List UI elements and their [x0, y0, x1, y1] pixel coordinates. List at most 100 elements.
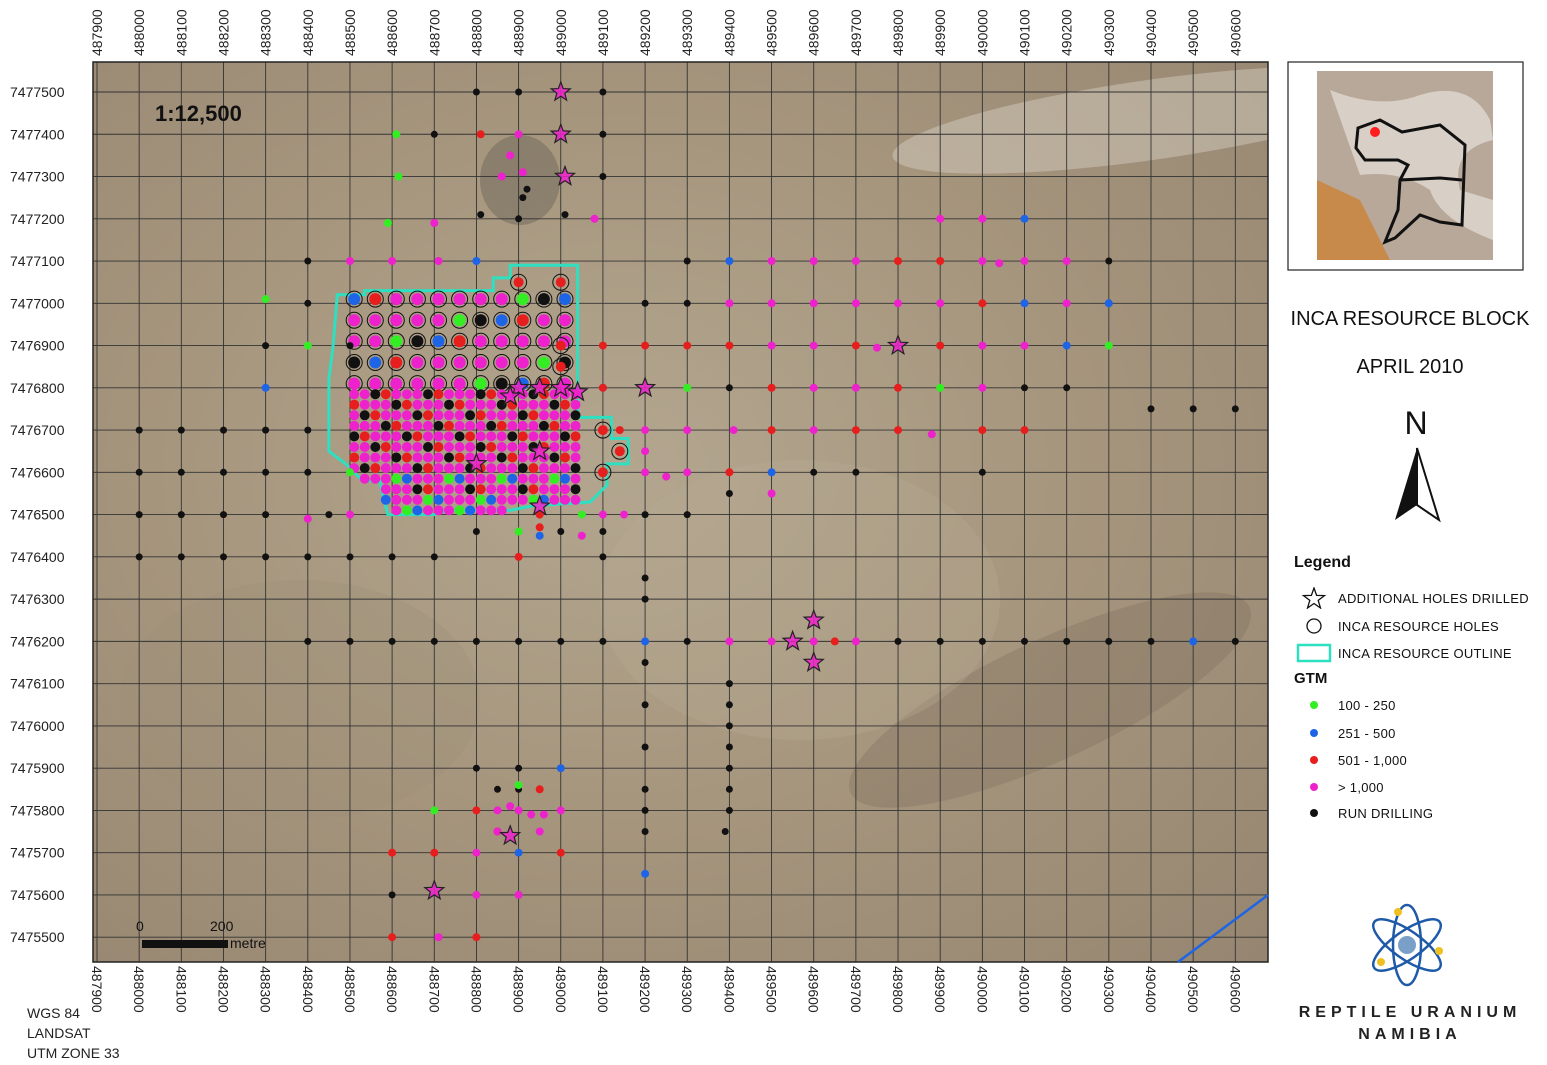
resource-hole [570, 484, 581, 495]
inset-map [1287, 61, 1524, 271]
gtm-501-1000-point [978, 426, 987, 435]
gtm-gt-1000-point [725, 299, 734, 308]
resource-hole [433, 389, 444, 400]
resource-hole [380, 420, 391, 431]
gtm-251-500-point [641, 637, 650, 646]
resource-hole [517, 399, 528, 410]
map-frame [92, 61, 1269, 964]
resource-hole [465, 420, 476, 431]
legend-item-gtm-gt-1000: > 1,000 [1296, 776, 1384, 798]
gtm-501-1000-point [430, 848, 439, 857]
resource-hole [349, 410, 360, 421]
run-drilling-point [641, 828, 649, 835]
gtm-gt-1000-point [430, 219, 439, 227]
run-drilling-point [304, 553, 312, 561]
gtm-gt-1000-point [1062, 257, 1071, 265]
resource-hole-ring [493, 311, 511, 329]
gtm-gt-1000-point [725, 637, 734, 646]
resource-hole-ring [594, 463, 612, 481]
x-tick-label-bottom: 488400 [300, 966, 316, 1013]
resource-hole [538, 484, 549, 495]
run-drilling-point [135, 511, 143, 519]
resource-hole [559, 314, 571, 327]
resource-hole [516, 335, 529, 348]
scale-ratio: 1:12,500 [155, 101, 242, 126]
resource-hole [359, 431, 370, 442]
north-label: N [1404, 405, 1428, 441]
resource-hole [401, 505, 412, 516]
black-dot-icon [1296, 802, 1332, 824]
gtm-gt-1000-point [535, 827, 544, 836]
resource-hole [475, 389, 486, 400]
x-tick-label-bottom: 490400 [1143, 966, 1159, 1013]
legend-item-gtm-251-500: 251 - 500 [1296, 722, 1396, 744]
resource-hole [528, 420, 539, 431]
run-drilling-point [599, 528, 607, 535]
gtm-gt-1000-point [662, 472, 671, 481]
gtm-gt-1000-point [995, 259, 1004, 268]
resource-hole-ring [387, 311, 405, 329]
legend-item-gtm-501-1000: 501 - 1,000 [1296, 749, 1407, 771]
resource-hole [444, 431, 454, 442]
run-drilling-point [641, 785, 649, 793]
resource-hole [380, 463, 391, 474]
resource-hole [370, 410, 381, 421]
run-drilling-point [641, 595, 649, 603]
resource-hole [486, 473, 497, 484]
resource-hole [391, 442, 402, 452]
y-tick-label: 7476900 [10, 338, 65, 354]
resource-hole [537, 314, 550, 327]
gtm-501-1000-point [535, 523, 544, 532]
resource-hole [349, 442, 360, 452]
run-drilling-point [472, 528, 480, 535]
resource-hole [517, 420, 528, 431]
gtm-gt-1000-point [767, 341, 776, 350]
gtm-gt-1000-point [683, 468, 692, 477]
resource-hole [538, 431, 549, 442]
run-drilling-point [1063, 637, 1071, 645]
additional-hole-star [802, 608, 825, 630]
resource-hole [454, 473, 465, 484]
gtm-251-500-point [725, 257, 734, 265]
legend-title: Legend [1294, 554, 1351, 571]
resource-hole [390, 356, 403, 369]
run-drilling-point [936, 637, 944, 645]
x-tick-label-bottom: 488900 [511, 966, 527, 1013]
additional-hole-star [549, 122, 572, 144]
map-title: INCA RESOURCE BLOCK [1290, 308, 1530, 330]
resource-hole [412, 484, 423, 495]
resource-hole-ring [387, 332, 405, 350]
red-dot-icon [1296, 749, 1332, 771]
y-tick-label: 7477500 [10, 84, 65, 100]
resource-hole [454, 410, 465, 421]
resource-hole [454, 442, 465, 452]
resource-hole [454, 494, 465, 505]
legend-item-resource-outline: INCA RESOURCE OUTLINE [1296, 642, 1512, 664]
gtm-gt-1000-point [346, 510, 354, 519]
y-tick-label: 7476400 [10, 549, 65, 565]
run-drilling-point [304, 257, 312, 265]
gtm-gt-1000-point [851, 383, 860, 392]
resource-hole [486, 399, 497, 410]
resource-hole [370, 389, 381, 400]
resource-hole [538, 399, 549, 410]
resource-hole [528, 399, 539, 410]
run-drilling-point [1147, 637, 1155, 645]
gtm-501-1000-point [936, 257, 945, 265]
drill-points [135, 80, 1239, 942]
run-drilling-point [725, 806, 733, 814]
resource-hole [475, 399, 486, 410]
run-drilling-point [220, 511, 227, 519]
run-drilling-point [641, 743, 649, 751]
resource-hole [433, 494, 444, 505]
y-tick-label: 7476300 [10, 591, 65, 607]
resource-hole [549, 452, 560, 463]
y-tick-label: 7476100 [10, 676, 65, 692]
resource-hole [454, 463, 465, 474]
resource-hole-ring [472, 332, 490, 350]
resource-hole [412, 473, 423, 484]
gtm-gt-1000-point [577, 531, 586, 540]
run-drilling-point [135, 468, 143, 476]
resource-hole-ring [514, 332, 532, 350]
resource-hole [432, 293, 445, 306]
